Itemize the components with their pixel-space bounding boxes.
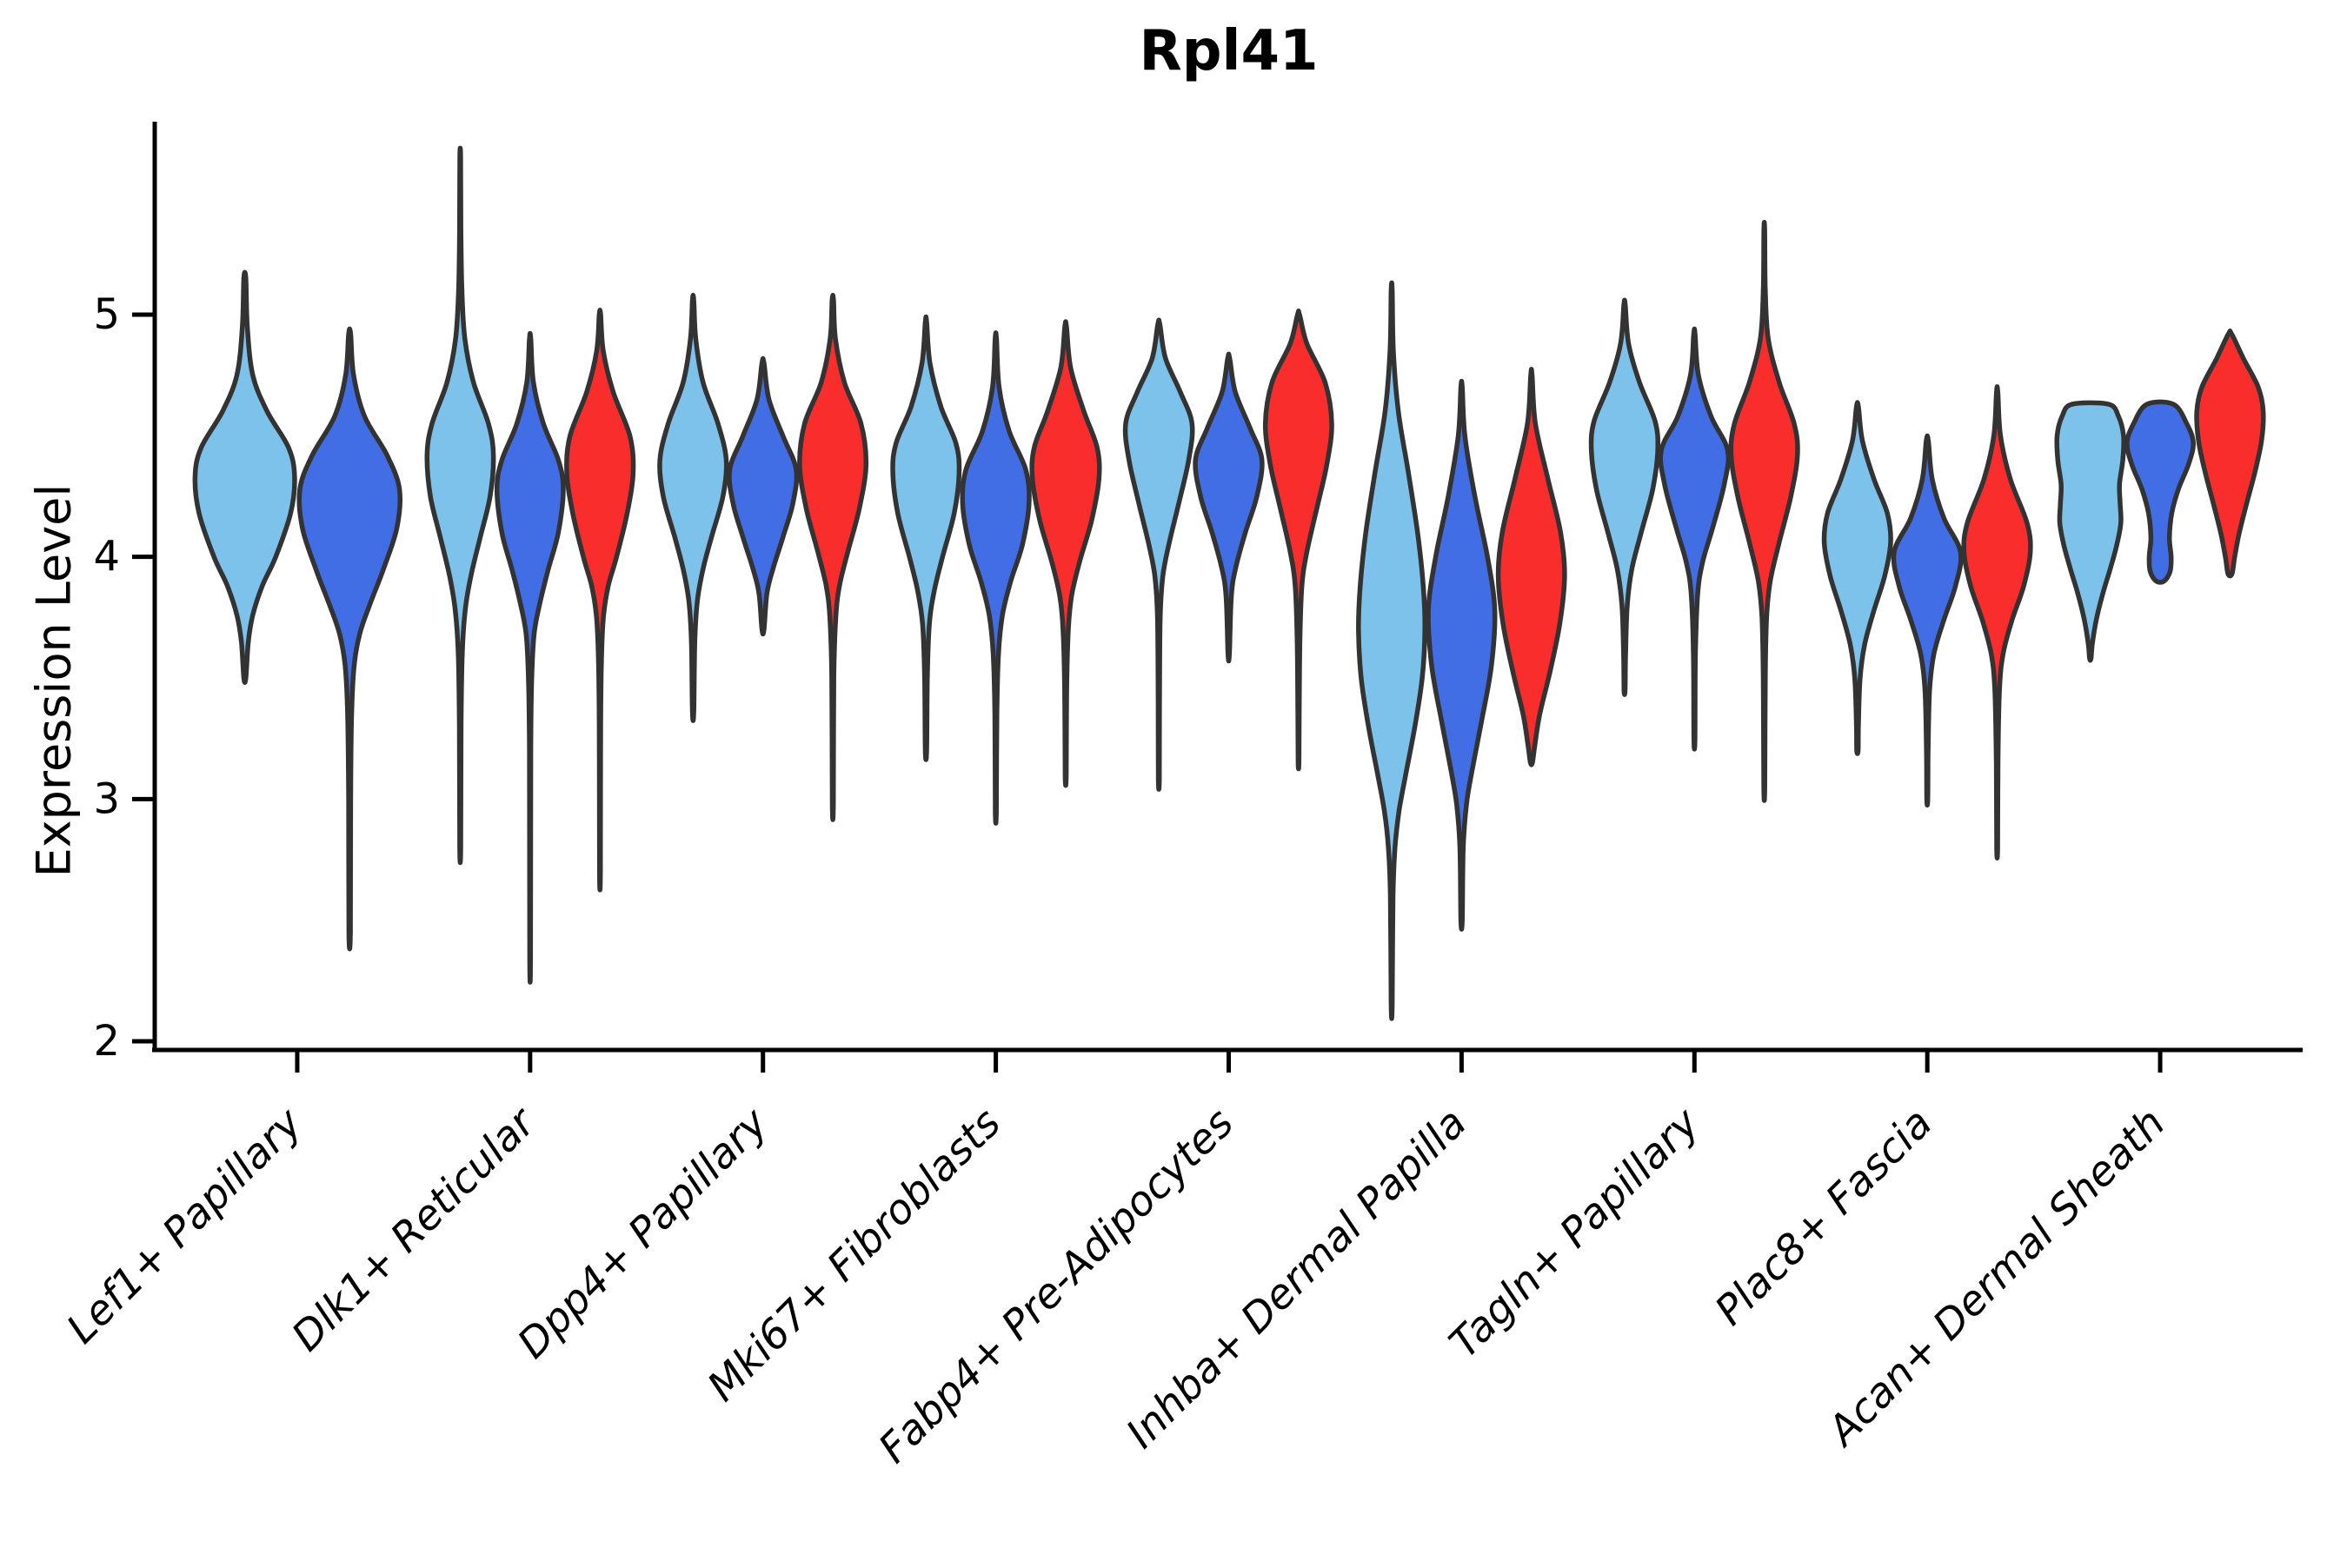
violin-inhba-dermal-papilla-royal_blue [1426,378,1498,932]
y-tick-label: 2 [93,1017,120,1066]
x-axis-category-label: Plac8+ Fascia [1706,1100,1942,1335]
violin-tagln-papillary-royal_blue [1658,326,1732,752]
violin-dlk1-reticular-red [564,308,636,893]
violin-dpp4-papillary-royal_blue [727,355,800,637]
violin-inhba-dermal-papilla-light_blue [1356,280,1427,1021]
violin-acan-dermal-sheath-light_blue [2054,400,2126,663]
chart-title: Rpl41 [1139,19,1319,83]
x-axis-category-label: Tagln+ Papillary [1440,1099,1710,1368]
violin-fabp4-pre-adipocytes-light_blue [1122,317,1195,792]
violin-acan-dermal-sheath-red [2194,329,2266,579]
violin-plac8-fascia-light_blue [1821,400,1893,756]
y-tick-label: 5 [93,290,120,339]
violin-mki67-fibroblasts-royal_blue [960,330,1032,826]
x-axis-category-label: Dpp4+ Papillary [509,1099,778,1368]
violin-lef1-papillary-royal_blue [296,326,403,952]
violin-plac8-fascia-red [1961,384,2033,860]
x-axis-category-label: Lef1+ Papillary [57,1099,312,1353]
violin-tagln-papillary-red [1728,220,1800,803]
violin-dpp4-papillary-light_blue [657,292,729,723]
violin-mki67-fibroblasts-red [1029,319,1102,788]
y-tick-label: 4 [93,533,120,581]
violin-plac8-fascia-royal_blue [1891,433,1964,808]
violin-inhba-dermal-papilla-red [1495,366,1567,767]
violin-mki67-fibroblasts-light_blue [890,314,962,762]
x-axis-category-label: Dlk1+ Reticular [283,1098,546,1361]
violin-fabp4-pre-adipocytes-red [1262,309,1334,772]
violin-dlk1-reticular-light_blue [424,145,496,866]
violin-acan-dermal-sheath-royal_blue [2124,399,2196,585]
violin-dpp4-papillary-red [797,292,869,822]
violin-lef1-papillary-light_blue [192,269,297,685]
violin-fabp4-pre-adipocytes-royal_blue [1193,351,1265,664]
violin-tagln-papillary-light_blue [1588,297,1661,697]
y-tick-label: 3 [93,774,120,823]
violin-dlk1-reticular-royal_blue [494,330,566,985]
y-axis-label: Expression Level [26,483,82,878]
